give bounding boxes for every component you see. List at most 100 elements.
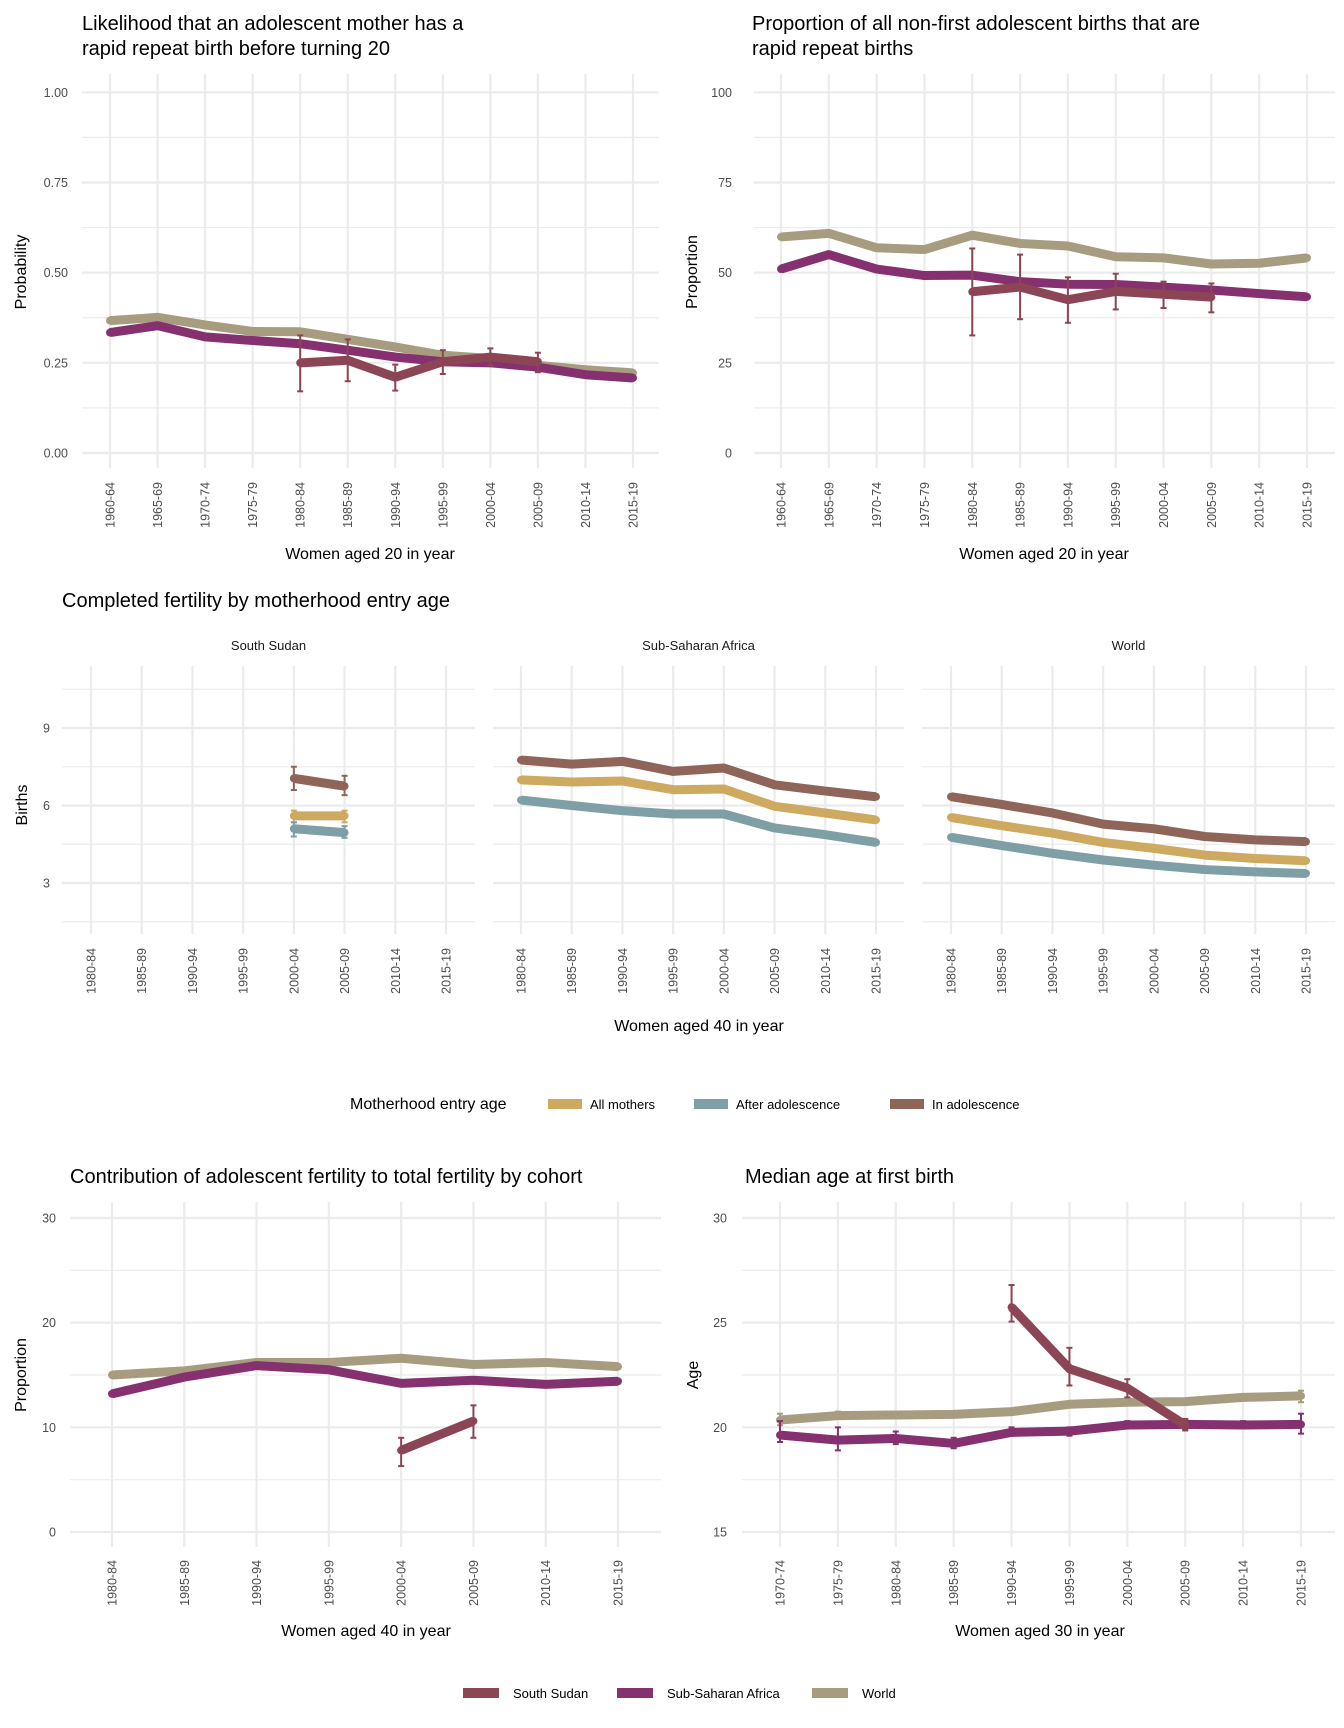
error-bar	[1017, 253, 1024, 321]
x-tick-label: 1990-94	[1061, 482, 1075, 528]
data-point	[1123, 1398, 1132, 1407]
x-tick-label: 2005-09	[338, 948, 352, 994]
data-point	[947, 813, 955, 822]
legend-swatch	[890, 1099, 924, 1109]
x-tick-label: 1975-79	[246, 482, 260, 528]
legend-swatch	[617, 1688, 653, 1698]
x-axis-title: Women aged 30 in year	[955, 1623, 1125, 1640]
y-tick-label: 0.75	[44, 176, 68, 190]
data-point	[1303, 292, 1311, 301]
data-point	[469, 1360, 478, 1369]
x-tick-label: 1990-94	[186, 948, 200, 994]
chart-title-line-2: rapid repeat birth before turning 20	[82, 38, 390, 60]
error-bar	[439, 349, 446, 376]
facet-south-sudan: South Sudan 1980-84 1985-89 1990-94 1995-99 2…	[62, 638, 475, 994]
y-tick-label: 20	[713, 1421, 727, 1435]
y-tick-label: 30	[42, 1212, 56, 1226]
data-point	[324, 1365, 333, 1374]
x-tick-labels: 1960-64 1965-69 1970-74 1975-79 1980-84 1985-…	[104, 482, 641, 528]
error-bar	[1064, 276, 1071, 324]
error-bar	[1208, 282, 1215, 314]
data-point	[777, 232, 785, 241]
data-point	[1200, 832, 1209, 841]
series-line-world	[111, 1353, 619, 1380]
data-point	[997, 821, 1006, 830]
error-bar	[392, 363, 399, 392]
series-world	[777, 228, 1311, 269]
x-tick-label: 2015-19	[1300, 948, 1314, 994]
series-marks	[947, 792, 1310, 878]
error-bar	[534, 351, 541, 374]
x-tick-label: 1990-94	[250, 1560, 264, 1606]
x-tick-label: 2010-14	[1249, 948, 1263, 994]
y-axis-title: Probability	[13, 235, 30, 310]
y-tick-label: 10	[42, 1421, 56, 1435]
data-point	[669, 810, 678, 819]
data-point	[920, 271, 929, 280]
y-tick-label: 9	[43, 722, 50, 736]
error-bar	[341, 809, 348, 824]
data-point	[391, 353, 400, 362]
data-point	[567, 760, 576, 769]
y-tick-labels: 0.00 0.25 0.50 0.75 1.00	[44, 86, 68, 461]
series-all-mothers	[947, 812, 1310, 866]
data-point	[614, 1377, 622, 1386]
data-point	[567, 801, 576, 810]
data-point	[108, 1371, 116, 1379]
error-bar	[1066, 1346, 1073, 1387]
data-point	[180, 1373, 189, 1382]
y-tick-label: 1.00	[44, 86, 68, 100]
x-tick-label: 2010-14	[819, 948, 833, 994]
data-point	[618, 776, 627, 785]
x-axis-title: Women aged 40 in year	[614, 1018, 784, 1035]
chart-rapid-repeat-proportion: Proportion of all non-first adolescent b…	[684, 13, 1335, 563]
x-tick-label: 2010-14	[1253, 482, 1267, 528]
data-point	[1255, 289, 1264, 298]
chart-rapid-repeat-likelihood: Likelihood that an adolescent mother has…	[13, 13, 659, 563]
error-bar	[290, 821, 297, 838]
series-south-sudan	[968, 247, 1216, 337]
series-after-adolescence	[517, 795, 880, 847]
series-in-adolescence	[517, 755, 880, 802]
x-tick-label: 1970-74	[870, 482, 884, 528]
error-bar	[1298, 1389, 1304, 1404]
region-legend: South Sudan Sub-Saharan Africa World	[463, 1686, 896, 1701]
y-axis-title: Proportion	[13, 1338, 30, 1412]
grid	[62, 666, 475, 934]
series-line-in-adolescence	[520, 755, 877, 802]
y-tick-label: 0.25	[44, 356, 68, 370]
series-marks	[776, 1283, 1305, 1452]
series-marks	[517, 755, 880, 847]
data-point	[1181, 1397, 1190, 1406]
data-point	[296, 327, 305, 336]
y-tick-label: 6	[43, 799, 50, 813]
data-point	[1007, 1407, 1016, 1416]
error-bar	[1124, 1378, 1131, 1399]
x-tick-label: 2000-04	[1121, 1560, 1135, 1606]
chart-title: Median age at first birth	[745, 1166, 954, 1188]
x-tick-label: 2005-09	[531, 482, 545, 528]
data-point	[517, 756, 525, 765]
series-line-south-sudan	[299, 352, 539, 382]
series-sub-saharan-africa	[776, 1412, 1305, 1452]
chart-title: Contribution of adolescent fertility to …	[70, 1166, 583, 1188]
data-point	[1111, 252, 1120, 261]
x-tick-label: 1980-84	[294, 482, 308, 528]
y-tick-label: 0	[725, 447, 732, 461]
error-bar	[1008, 1283, 1015, 1323]
x-tick-label: 1970-74	[199, 482, 213, 528]
data-point	[1063, 241, 1072, 250]
x-tick-label: 2000-04	[717, 948, 731, 994]
x-tick-labels: 1960-64 1965-69 1970-74 1975-79 1980-84 1985-…	[775, 482, 1315, 528]
data-point	[872, 792, 880, 801]
y-tick-labels: 0 10 20 30	[42, 1212, 56, 1540]
data-point	[324, 1358, 333, 1367]
x-tick-label: 2000-04	[395, 1560, 409, 1606]
data-point	[669, 785, 678, 794]
data-point	[1065, 1400, 1074, 1409]
data-point	[108, 1389, 116, 1398]
error-bar	[1298, 1412, 1304, 1435]
legend-item-sub-saharan-africa: Sub-Saharan Africa	[617, 1686, 781, 1701]
x-axis-title: Women aged 20 in year	[959, 546, 1129, 563]
